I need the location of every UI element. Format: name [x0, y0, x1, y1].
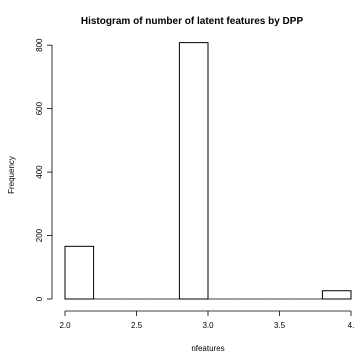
x-axis-label: nfeatures: [191, 344, 224, 353]
y-tick-label-3: 600: [35, 101, 44, 115]
histogram-bar-4: [178, 42, 209, 300]
histogram-bar-9: [321, 290, 352, 300]
y-axis: 0 200 400 600 800: [35, 38, 53, 301]
y-tick-label-0: 0: [35, 296, 44, 301]
x-tick-label-4: 4.: [348, 321, 354, 330]
x-tick-label-0: 2.0: [59, 321, 71, 330]
x-axis: 2.0 2.5 3.0 3.5 4.: [59, 310, 354, 330]
chart-title: Histogram of number of latent features b…: [81, 16, 304, 27]
y-tick-label-2: 400: [35, 165, 44, 179]
y-tick-label-4: 800: [35, 38, 44, 52]
y-tick-label-1: 200: [35, 228, 44, 242]
x-tick-label-2: 3.0: [202, 321, 214, 330]
bars-group: [64, 42, 352, 300]
y-axis-label: Frequency: [7, 156, 16, 194]
histogram-bar-0: [64, 245, 95, 300]
x-tick-label-3: 3.5: [274, 321, 286, 330]
x-tick-label-1: 2.5: [131, 321, 143, 330]
